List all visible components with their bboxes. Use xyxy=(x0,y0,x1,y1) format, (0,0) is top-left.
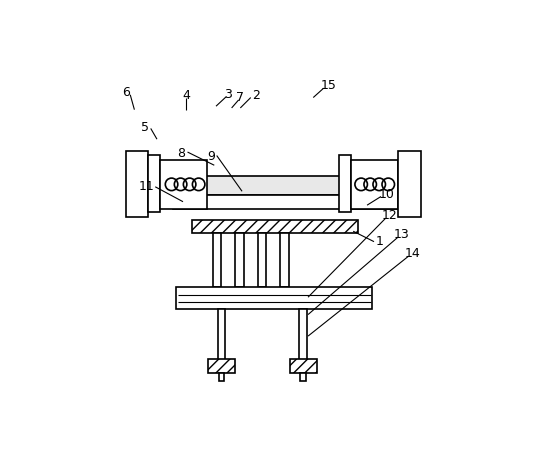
Bar xyxy=(213,233,221,287)
Bar xyxy=(398,152,421,217)
Bar xyxy=(218,309,226,360)
Bar xyxy=(300,373,306,381)
Text: 5: 5 xyxy=(141,120,149,133)
Bar xyxy=(192,220,358,233)
Text: 3: 3 xyxy=(224,87,232,101)
Bar xyxy=(160,160,207,209)
Bar xyxy=(173,195,400,209)
Bar xyxy=(126,152,148,217)
Text: 2: 2 xyxy=(252,89,260,102)
Bar xyxy=(208,359,235,373)
Text: 1: 1 xyxy=(375,235,383,248)
Bar xyxy=(351,160,398,209)
Text: 4: 4 xyxy=(183,89,190,102)
Bar xyxy=(235,233,244,287)
Text: 10: 10 xyxy=(378,188,394,201)
Text: 12: 12 xyxy=(382,209,398,222)
Bar xyxy=(173,176,400,195)
Bar xyxy=(290,359,317,373)
Bar xyxy=(280,233,289,287)
Text: 13: 13 xyxy=(394,228,409,241)
Bar xyxy=(219,373,224,381)
Text: 7: 7 xyxy=(236,91,245,104)
Bar xyxy=(176,287,372,309)
Text: 11: 11 xyxy=(139,179,154,193)
Bar xyxy=(339,155,351,212)
Text: 8: 8 xyxy=(177,147,185,160)
Bar xyxy=(258,233,266,287)
Bar xyxy=(299,309,307,360)
Bar xyxy=(148,155,160,212)
Text: 14: 14 xyxy=(404,247,420,260)
Text: 6: 6 xyxy=(122,86,130,99)
Text: 15: 15 xyxy=(321,79,337,92)
Text: 9: 9 xyxy=(207,150,215,163)
